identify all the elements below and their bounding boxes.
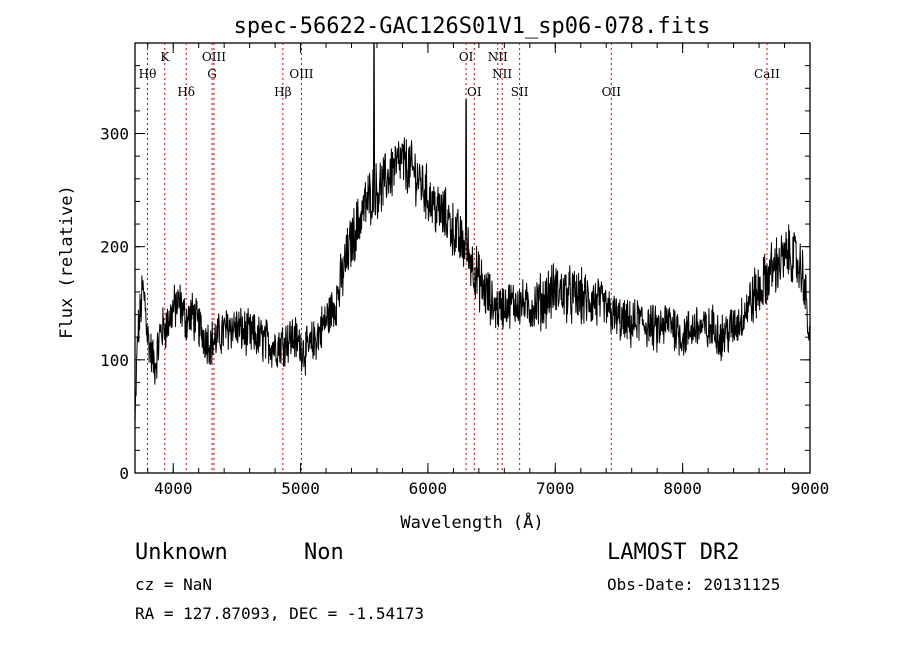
y-tick-label: 300	[100, 125, 129, 144]
y-tick-label: 0	[119, 464, 129, 483]
spectral-line-labels: HθK Hδ OIII G OIII Hβ OI OI NII NII SII OII CaII	[139, 50, 780, 99]
spectral-line-label: NII	[488, 50, 508, 64]
x-tick-label: 6000	[409, 479, 448, 498]
spectral-line-label: Hβ	[274, 85, 291, 99]
spectral-line-label: Hδ	[177, 85, 195, 99]
y-tick-label: 200	[100, 238, 129, 257]
x-axis-label: Wavelength (Å)	[400, 511, 543, 533]
spectral-line-label: Hθ	[139, 67, 157, 81]
x-tick-label: 7000	[536, 479, 575, 498]
x-tick-label: 4000	[154, 479, 193, 498]
spectral-line-label: OI	[467, 85, 482, 99]
spectral-line-label: G	[207, 67, 217, 81]
redshift-cz: cz = NaN	[135, 575, 213, 594]
spectral-line-label: OIII	[289, 67, 313, 81]
x-tick-label: 5000	[281, 479, 320, 498]
spectral-line-label: SII	[511, 85, 529, 99]
y-axis-label: Flux (relative)	[57, 185, 77, 339]
spectrum-series	[134, 42, 811, 424]
coordinates: RA = 127.87093, DEC = -1.54173	[135, 604, 424, 623]
chart-title: spec-56622-GAC126S01V1_sp06-078.fits	[234, 14, 711, 39]
spectral-line-label: NII	[492, 67, 512, 81]
spectrum-line	[134, 42, 811, 424]
observation-date: Obs-Date: 20131125	[607, 575, 781, 594]
spectral-line-label: CaII	[754, 67, 780, 81]
spectral-line-markers	[146, 43, 768, 473]
x-tick-label: 9000	[791, 479, 830, 498]
plot-frame	[134, 42, 811, 474]
spectral-line-label: K	[160, 50, 170, 64]
spectral-line-label: OII	[602, 85, 622, 99]
object-subclass: Non	[304, 540, 344, 565]
survey-name: LAMOST DR2	[607, 540, 740, 565]
axis-ticks: 4000 5000 6000 7000 8000 9000 0 100 200 300	[100, 42, 830, 498]
spectral-line-label: OI	[459, 50, 474, 64]
y-tick-label: 100	[100, 351, 129, 370]
spectral-line-label: OIII	[202, 50, 226, 64]
x-tick-label: 8000	[663, 479, 702, 498]
object-class: Unknown	[135, 540, 228, 565]
